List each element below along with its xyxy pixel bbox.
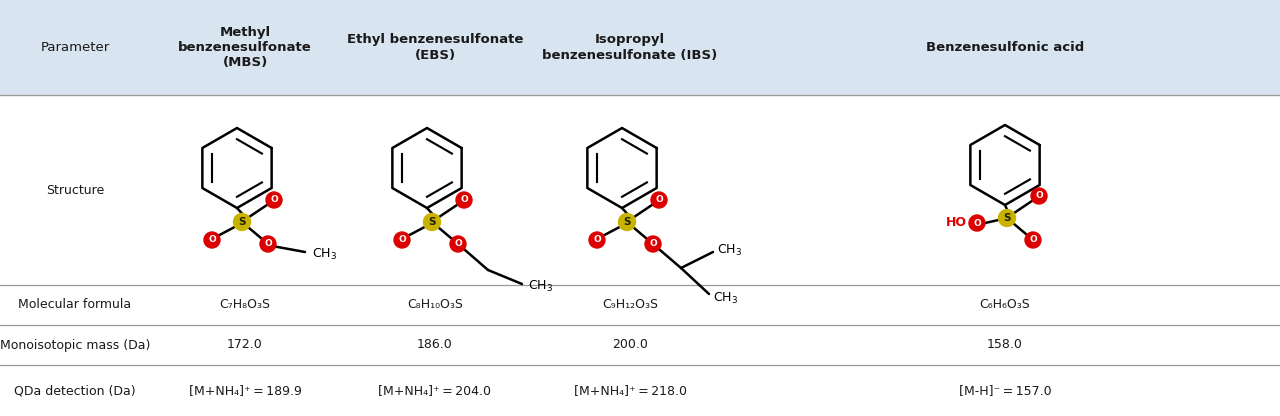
Circle shape xyxy=(652,192,667,208)
Text: C₆H₆O₃S: C₆H₆O₃S xyxy=(979,299,1030,312)
Circle shape xyxy=(1025,232,1041,248)
Circle shape xyxy=(969,215,986,231)
Text: 200.0: 200.0 xyxy=(612,339,648,352)
Text: Benzenesulfonic acid: Benzenesulfonic acid xyxy=(925,41,1084,54)
Text: O: O xyxy=(270,196,278,205)
Text: O: O xyxy=(973,218,980,228)
Text: S: S xyxy=(238,217,246,227)
Text: [M+NH₄]⁺ = 189.9: [M+NH₄]⁺ = 189.9 xyxy=(188,384,301,397)
Text: Parameter: Parameter xyxy=(41,41,110,54)
Circle shape xyxy=(204,232,220,248)
Text: O: O xyxy=(454,240,462,248)
Text: CH$_3$: CH$_3$ xyxy=(312,246,337,262)
Text: C₉H₁₂O₃S: C₉H₁₂O₃S xyxy=(602,299,658,312)
Circle shape xyxy=(394,232,410,248)
Circle shape xyxy=(998,210,1015,226)
Circle shape xyxy=(260,236,276,252)
Text: O: O xyxy=(593,235,600,245)
Text: O: O xyxy=(649,240,657,248)
Text: Structure: Structure xyxy=(46,183,104,196)
Text: O: O xyxy=(398,235,406,245)
Text: O: O xyxy=(460,196,468,205)
Text: Isopropyl
benzenesulfonate (IBS): Isopropyl benzenesulfonate (IBS) xyxy=(543,34,718,62)
Text: S: S xyxy=(623,217,631,227)
Text: CH$_3$: CH$_3$ xyxy=(529,278,553,294)
Text: 158.0: 158.0 xyxy=(987,339,1023,352)
Circle shape xyxy=(645,236,660,252)
Text: O: O xyxy=(264,240,271,248)
Text: HO: HO xyxy=(946,216,966,230)
Text: 172.0: 172.0 xyxy=(227,339,262,352)
Text: CH$_3$: CH$_3$ xyxy=(717,243,742,258)
Text: O: O xyxy=(1029,235,1037,245)
Text: [M+NH₄]⁺ = 218.0: [M+NH₄]⁺ = 218.0 xyxy=(573,384,686,397)
Circle shape xyxy=(618,213,635,230)
Circle shape xyxy=(233,213,251,230)
Circle shape xyxy=(1030,188,1047,204)
Text: C₈H₁₀O₃S: C₈H₁₀O₃S xyxy=(407,299,463,312)
Text: S: S xyxy=(429,217,435,227)
Circle shape xyxy=(424,213,440,230)
Text: O: O xyxy=(655,196,663,205)
Text: Monoisotopic mass (Da): Monoisotopic mass (Da) xyxy=(0,339,150,352)
Text: QDa detection (Da): QDa detection (Da) xyxy=(14,384,136,397)
Text: CH$_3$: CH$_3$ xyxy=(713,290,739,305)
Text: Ethyl benzenesulfonate
(EBS): Ethyl benzenesulfonate (EBS) xyxy=(347,34,524,62)
Text: Methyl
benzenesulfonate
(MBS): Methyl benzenesulfonate (MBS) xyxy=(178,26,312,69)
Circle shape xyxy=(589,232,605,248)
Text: 186.0: 186.0 xyxy=(417,339,453,352)
Text: O: O xyxy=(1036,191,1043,201)
Circle shape xyxy=(451,236,466,252)
Circle shape xyxy=(266,192,282,208)
Text: [M+NH₄]⁺ = 204.0: [M+NH₄]⁺ = 204.0 xyxy=(379,384,492,397)
Text: Molecular formula: Molecular formula xyxy=(18,299,132,312)
Text: [M-H]⁻ = 157.0: [M-H]⁻ = 157.0 xyxy=(959,384,1051,397)
Text: C₇H₈O₃S: C₇H₈O₃S xyxy=(219,299,270,312)
Text: S: S xyxy=(1004,213,1011,223)
Text: O: O xyxy=(209,235,216,245)
Bar xyxy=(0,0,1280,95)
Circle shape xyxy=(456,192,472,208)
